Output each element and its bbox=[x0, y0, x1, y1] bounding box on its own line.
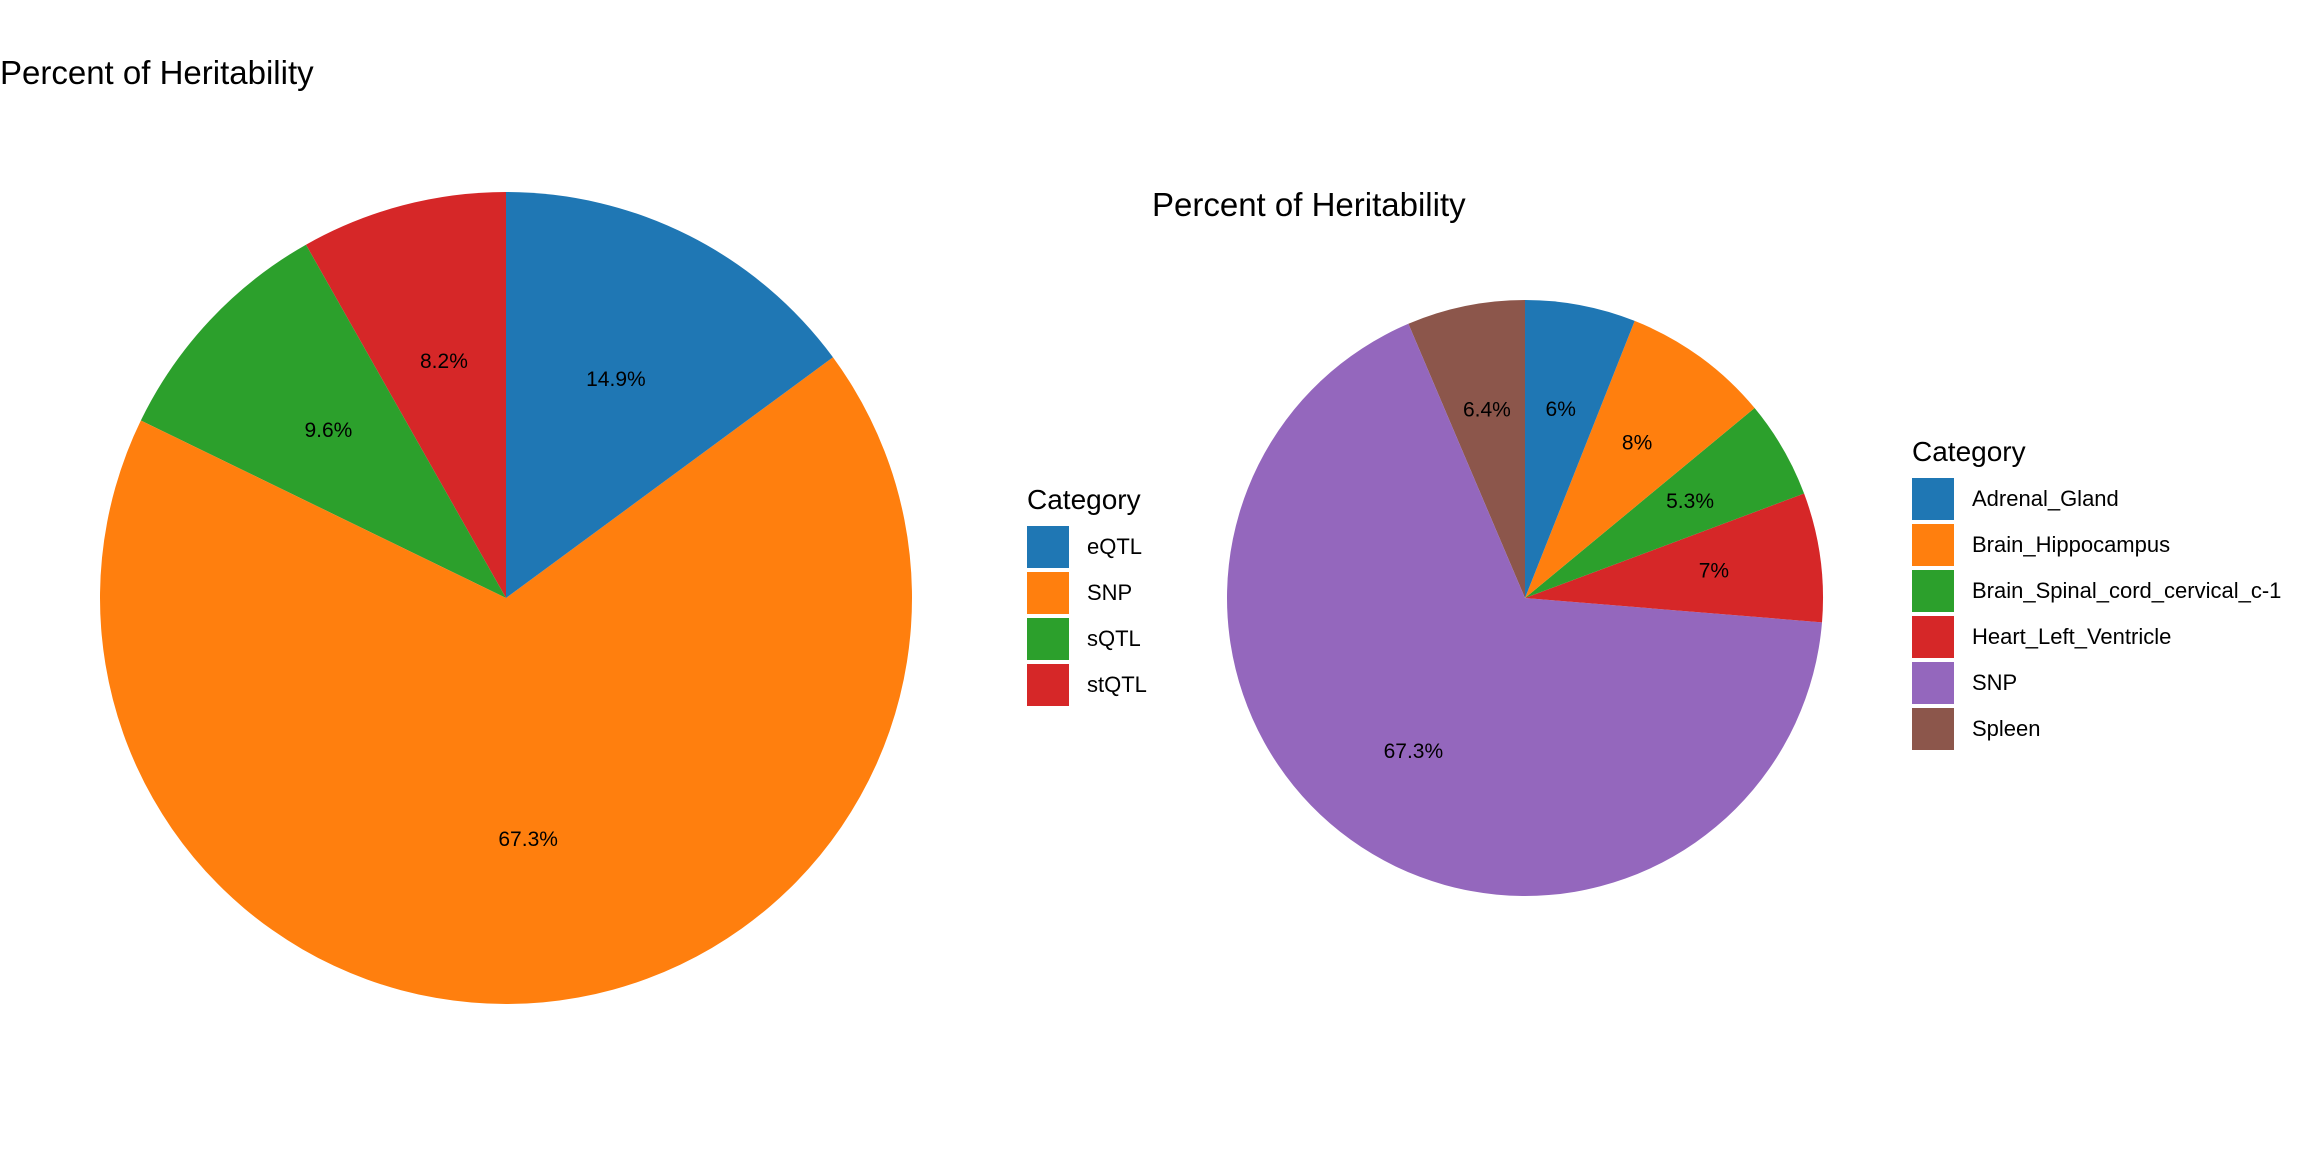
pie-slice-brain-hippocampus bbox=[1525, 320, 1755, 598]
legend-item: stQTL bbox=[1027, 662, 1147, 708]
chart-title-left: Percent of Heritability bbox=[0, 54, 314, 91]
legend-label: SNP bbox=[1087, 580, 1133, 605]
legend-left: Category eQTL SNP sQTL stQTL bbox=[1027, 484, 1147, 708]
legend-item: Brain_Spinal_cord_cervical_c-1 bbox=[1912, 568, 2281, 614]
legend-items: eQTL SNP sQTL stQTL bbox=[1027, 524, 1147, 708]
pie-slice-adrenal-gland bbox=[1525, 300, 1635, 598]
slice-label-sqtl: 9.6% bbox=[304, 419, 352, 442]
legend-item: SNP bbox=[1912, 660, 2281, 706]
slice-label-snp: 67.3% bbox=[498, 828, 558, 851]
legend-swatch bbox=[1027, 526, 1069, 568]
slice-label-heart-left-ventricle: 7% bbox=[1699, 559, 1729, 582]
legend-label: Brain_Spinal_cord_cervical_c-1 bbox=[1972, 578, 2282, 603]
legend-item: SNP bbox=[1027, 570, 1147, 616]
legend-swatch bbox=[1912, 524, 1954, 566]
legend-swatch bbox=[1912, 616, 1954, 658]
slice-label-brain-hippocampus: 8% bbox=[1622, 431, 1652, 454]
pie-slice-brain-spinal-cord-cervical-c-1 bbox=[1525, 408, 1805, 598]
legend-swatch bbox=[1027, 664, 1069, 706]
legend-item: Heart_Left_Ventricle bbox=[1912, 614, 2281, 660]
legend-items: Adrenal_Gland Brain_Hippocampus Brain_Spin… bbox=[1912, 476, 2281, 752]
legend-label: stQTL bbox=[1087, 672, 1147, 697]
pie-slice-snp bbox=[100, 357, 913, 1004]
pie-slice-eqtl bbox=[506, 191, 833, 598]
legend-item: Adrenal_Gland bbox=[1912, 476, 2281, 522]
legend-swatch bbox=[1912, 662, 1954, 704]
slice-label-spleen: 6.4% bbox=[1463, 399, 1511, 422]
pie-slice-heart-left-ventricle bbox=[1525, 493, 1824, 623]
slice-label-brain-spinal-cord-cervical-c-1: 5.3% bbox=[1666, 490, 1714, 513]
pie-slice-spleen bbox=[1408, 300, 1525, 598]
legend-item: sQTL bbox=[1027, 616, 1147, 662]
legend-label: eQTL bbox=[1087, 534, 1143, 559]
legend-label: Heart_Left_Ventricle bbox=[1972, 624, 2172, 649]
legend-label: Spleen bbox=[1972, 716, 2041, 741]
legend-label: Brain_Hippocampus bbox=[1972, 532, 2171, 557]
pie-slice-snp bbox=[1227, 323, 1823, 897]
legend-item: Brain_Hippocampus bbox=[1912, 522, 2281, 568]
pie-slice-sqtl bbox=[140, 244, 506, 599]
legend-swatch bbox=[1027, 618, 1069, 660]
legend-swatch bbox=[1027, 572, 1069, 614]
legend-swatch bbox=[1912, 708, 1954, 750]
chart-title-right: Percent of Heritability bbox=[1152, 186, 1466, 223]
legend-label: sQTL bbox=[1087, 626, 1141, 651]
slice-label-adrenal-gland: 6% bbox=[1546, 398, 1576, 421]
legend-label: SNP bbox=[1972, 670, 2018, 695]
slice-label-snp: 67.3% bbox=[1384, 740, 1444, 763]
legend-swatch bbox=[1912, 478, 1954, 520]
legend-swatch bbox=[1912, 570, 1954, 612]
legend-item: eQTL bbox=[1027, 524, 1147, 570]
slice-label-stqtl: 8.2% bbox=[420, 350, 468, 373]
legend-title: Category bbox=[1912, 436, 2026, 467]
legend-label: Adrenal_Gland bbox=[1972, 486, 2119, 511]
legend-item: Spleen bbox=[1912, 706, 2281, 752]
legend-title: Category bbox=[1027, 484, 1141, 515]
slice-label-eqtl: 14.9% bbox=[586, 368, 646, 391]
pie-slice-stqtl bbox=[305, 192, 506, 598]
legend-right: Category Adrenal_Gland Brain_Hippocampus B… bbox=[1912, 436, 2281, 752]
